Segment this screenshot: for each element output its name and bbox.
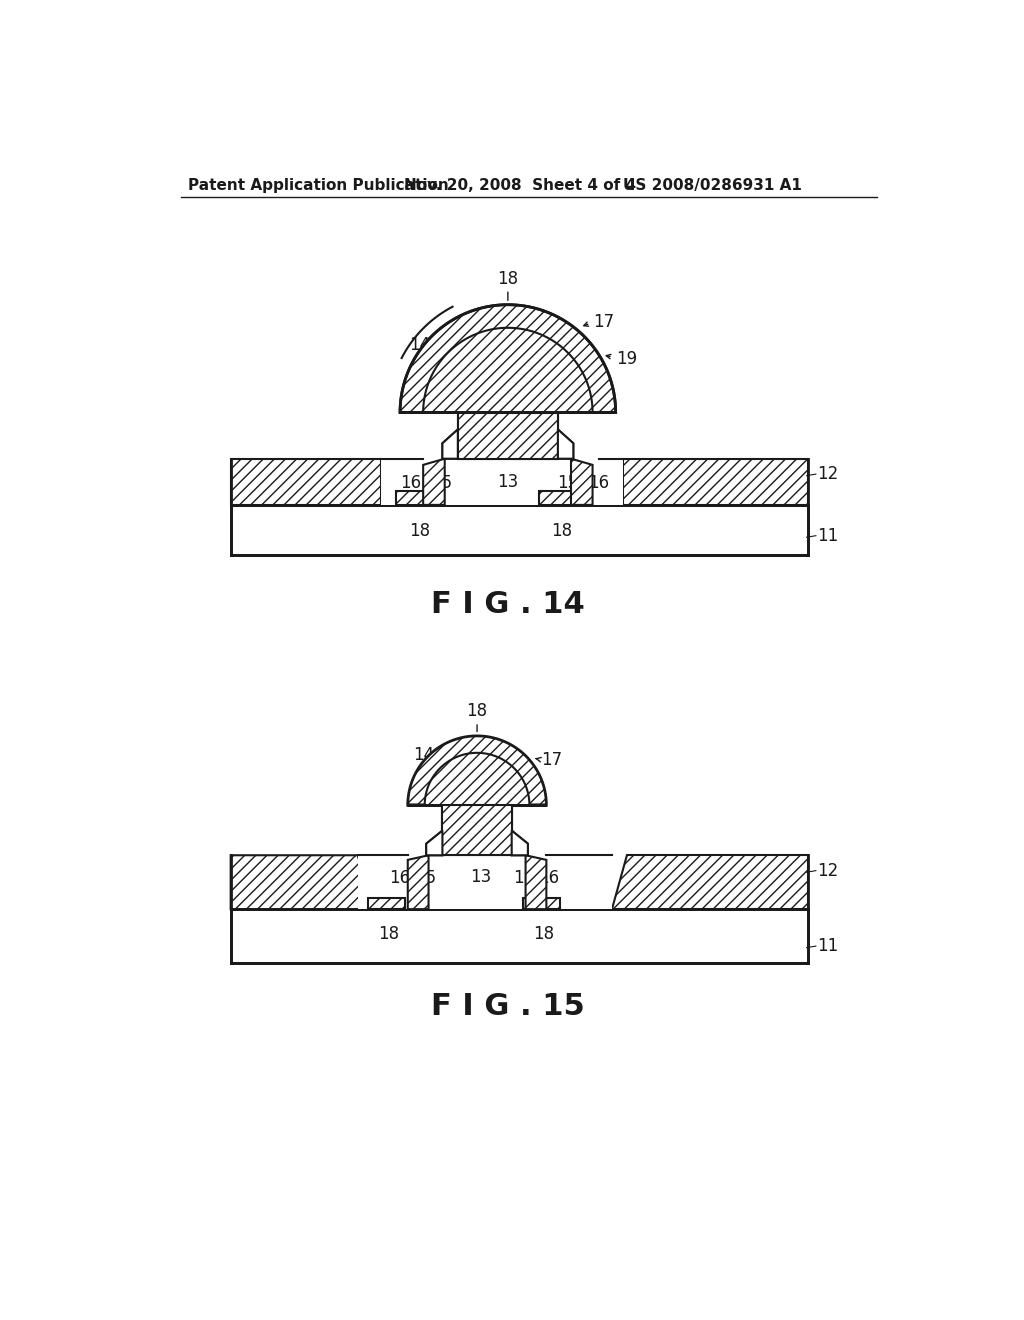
Polygon shape [512,830,528,855]
Text: 14: 14 [410,335,430,354]
Polygon shape [525,855,547,909]
Bar [357,855,611,909]
Text: 18: 18 [467,702,487,721]
Polygon shape [425,752,529,805]
Bar [230,459,381,506]
Bar [396,491,442,506]
Text: 12: 12 [817,465,839,483]
Polygon shape [571,459,593,506]
Bar [442,805,512,855]
Text: 13: 13 [498,473,518,491]
Polygon shape [512,830,528,855]
Bar [230,506,808,554]
Text: 18: 18 [498,269,518,288]
Polygon shape [423,327,593,412]
Text: 15: 15 [557,474,579,492]
Bar [539,491,585,506]
Text: 18: 18 [551,521,572,540]
Text: 15: 15 [513,869,534,887]
Text: 18: 18 [534,924,555,942]
Bar [442,805,512,855]
Polygon shape [558,429,573,459]
Text: 16: 16 [588,474,609,492]
Text: F I G . 14: F I G . 14 [431,590,585,619]
Text: 14: 14 [413,746,434,764]
Polygon shape [426,830,442,855]
Text: 16: 16 [389,869,411,887]
Polygon shape [408,737,547,805]
Text: 16: 16 [538,869,559,887]
Text: 12: 12 [817,862,839,879]
Text: 18: 18 [378,924,399,942]
Bar [381,459,624,506]
Polygon shape [423,459,444,506]
Text: 17: 17 [542,751,562,770]
Bar [230,909,808,964]
Text: Nov. 20, 2008  Sheet 4 of 4: Nov. 20, 2008 Sheet 4 of 4 [403,178,636,193]
Text: US 2008/0286931 A1: US 2008/0286931 A1 [624,178,802,193]
Bar [458,412,558,459]
Bar [624,459,808,506]
Text: 13: 13 [470,867,492,886]
Text: 15: 15 [415,869,436,887]
Polygon shape [426,830,442,855]
Bar [458,412,558,459]
Polygon shape [400,305,615,412]
Polygon shape [611,855,808,909]
Text: 11: 11 [817,527,839,545]
Bar [368,898,404,909]
Text: 11: 11 [817,937,839,956]
Polygon shape [230,855,373,909]
Text: 18: 18 [410,521,431,540]
Polygon shape [558,429,573,459]
Polygon shape [442,429,458,459]
Text: F I G . 15: F I G . 15 [431,991,585,1020]
Text: 15: 15 [431,474,453,492]
Polygon shape [408,855,429,909]
Polygon shape [442,429,458,459]
Bar [523,898,560,909]
Text: 19: 19 [615,350,637,367]
Text: 17: 17 [594,313,614,331]
Text: 16: 16 [400,474,422,492]
Text: Patent Application Publication: Patent Application Publication [188,178,450,193]
